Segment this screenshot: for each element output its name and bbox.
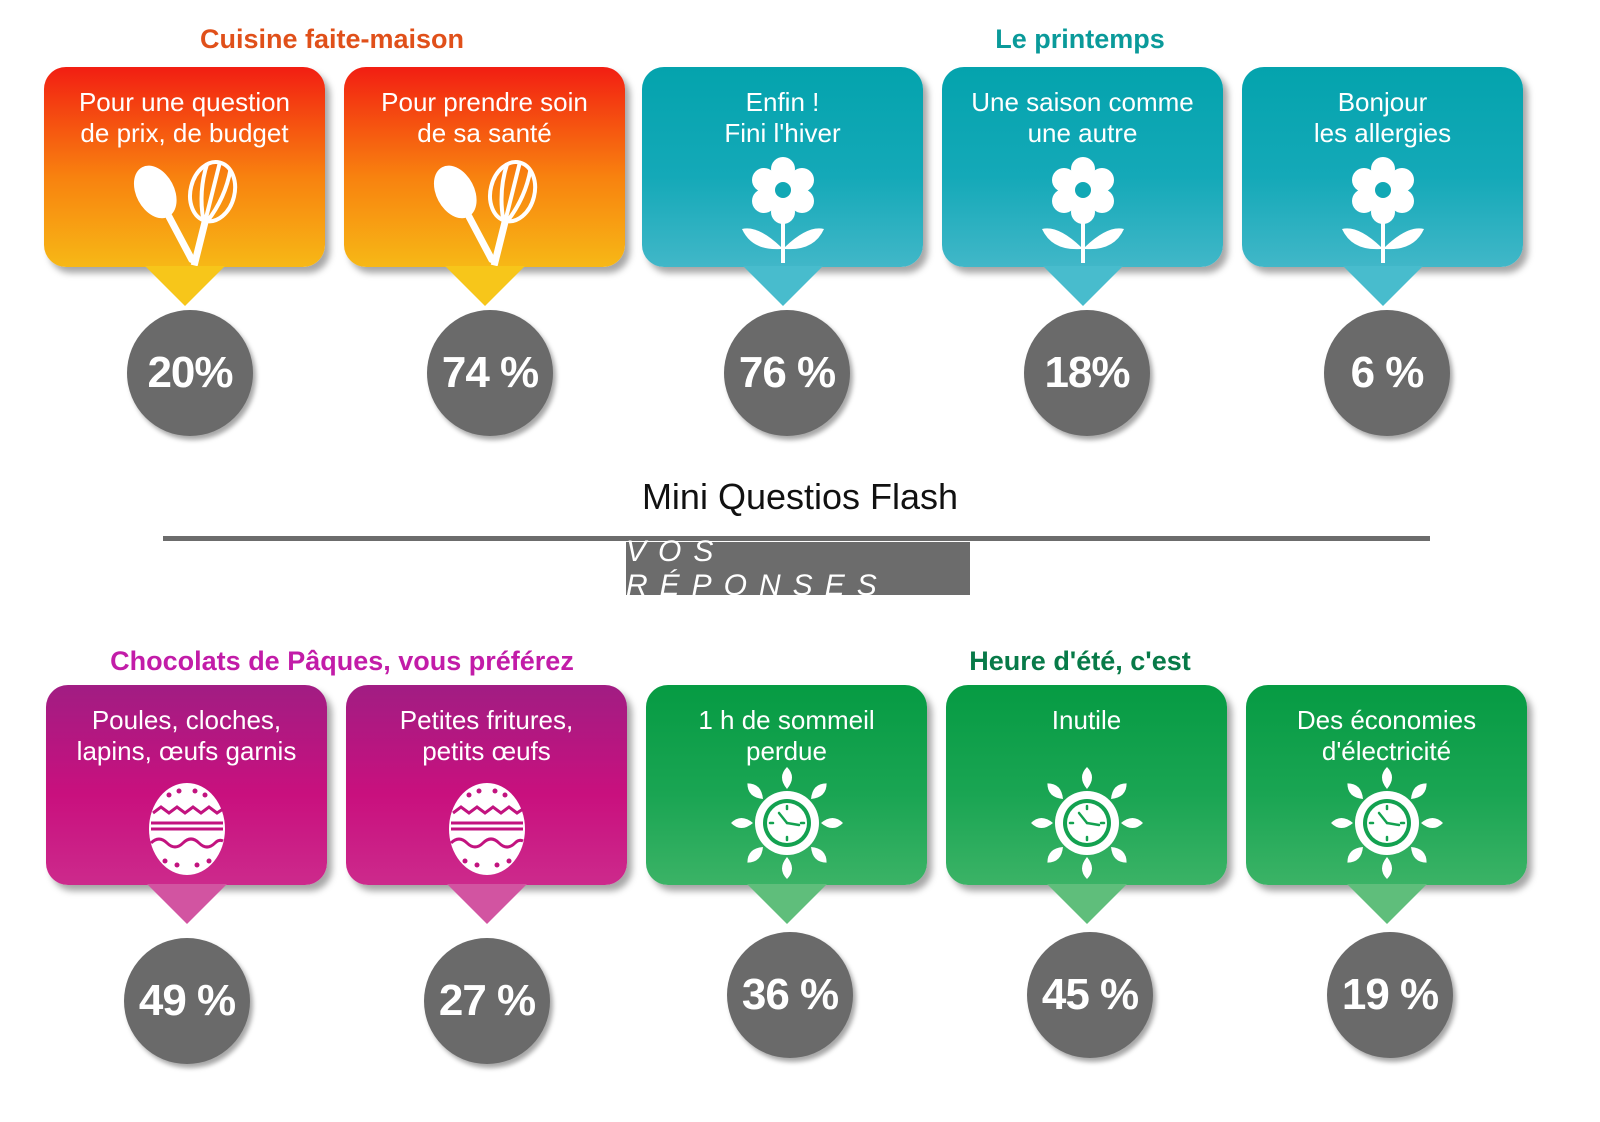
card-printemps-enfin: Enfin ! Fini l'hiver — [642, 67, 923, 306]
card-label: Des économies d'électricité — [1296, 705, 1477, 766]
flower-icon — [1041, 157, 1124, 263]
flower-icon — [741, 157, 824, 263]
easter-egg-icon — [148, 783, 225, 875]
percent-bubble: 74 % — [427, 310, 553, 436]
spoon-whisk-icon — [433, 160, 537, 267]
card-pointer — [1047, 884, 1127, 924]
group-title-chocolats: Chocolats de Pâques, vous préférez — [110, 646, 574, 676]
divider — [163, 536, 1430, 541]
card-heure-inutile: Inutile — [946, 685, 1227, 924]
card-label: Pour une question de prix, de budget — [78, 87, 291, 148]
card-label: Enfin ! Fini l'hiver — [724, 87, 841, 148]
subtitle-banner: VOS RÉPONSES — [626, 535, 970, 602]
card-pointer — [747, 884, 827, 924]
card-pointer — [743, 266, 823, 306]
card-cuisine-budget: Pour une question de prix, de budget — [44, 67, 325, 306]
sun-clock-icon — [730, 767, 843, 879]
group-title-printemps: Le printemps — [995, 24, 1165, 54]
easter-egg-icon — [448, 783, 525, 875]
card-pointer — [445, 266, 525, 306]
card-chocolats-fritures: Petites fritures, petits œufs — [346, 685, 627, 924]
percent-bubble: 49 % — [124, 938, 250, 1064]
card-label: Une saison comme une autre — [971, 87, 1194, 148]
card-label: Petites fritures, petits œufs — [399, 705, 574, 766]
sun-clock-icon — [1330, 767, 1443, 879]
page-title: Mini Questios Flash — [641, 476, 959, 517]
group-title-heure-ete: Heure d'été, c'est — [969, 646, 1191, 676]
card-heure-economies: Des économies d'électricité — [1246, 685, 1527, 924]
card-pointer — [1343, 266, 1423, 306]
card-pointer — [145, 266, 225, 306]
card-label: Bonjour les allergies — [1313, 87, 1452, 148]
card-pointer — [1043, 266, 1123, 306]
card-label: Inutile — [1051, 705, 1122, 735]
percent-bubble: 36 % — [727, 932, 853, 1058]
card-pointer — [147, 884, 227, 924]
group-title-cuisine: Cuisine faite-maison — [199, 24, 465, 54]
card-chocolats-poules: Poules, cloches, lapins, œufs garnis — [46, 685, 327, 924]
percent-bubble: 27 % — [424, 938, 550, 1064]
card-cuisine-sante: Pour prendre soin de sa santé — [344, 67, 625, 306]
card-printemps-saison: Une saison comme une autre — [942, 67, 1223, 306]
spoon-whisk-icon — [133, 160, 237, 267]
flower-icon — [1341, 157, 1424, 263]
percent-bubble: 76 % — [724, 310, 850, 436]
percent-bubble: 20% — [127, 310, 253, 436]
sun-clock-icon — [1030, 767, 1143, 879]
card-pointer — [1347, 884, 1427, 924]
card-label: Pour prendre soin de sa santé — [381, 87, 588, 148]
card-heure-sommeil: 1 h de sommeil perdue — [646, 685, 927, 924]
card-printemps-allergies: Bonjour les allergies — [1242, 67, 1523, 306]
percent-bubble: 19 % — [1327, 932, 1453, 1058]
percent-bubble: 45 % — [1027, 932, 1153, 1058]
card-pointer — [447, 884, 527, 924]
card-label: 1 h de sommeil perdue — [698, 705, 875, 766]
percent-bubble: 6 % — [1324, 310, 1450, 436]
percent-bubble: 18% — [1024, 310, 1150, 436]
card-label: Poules, cloches, lapins, œufs garnis — [76, 705, 297, 766]
